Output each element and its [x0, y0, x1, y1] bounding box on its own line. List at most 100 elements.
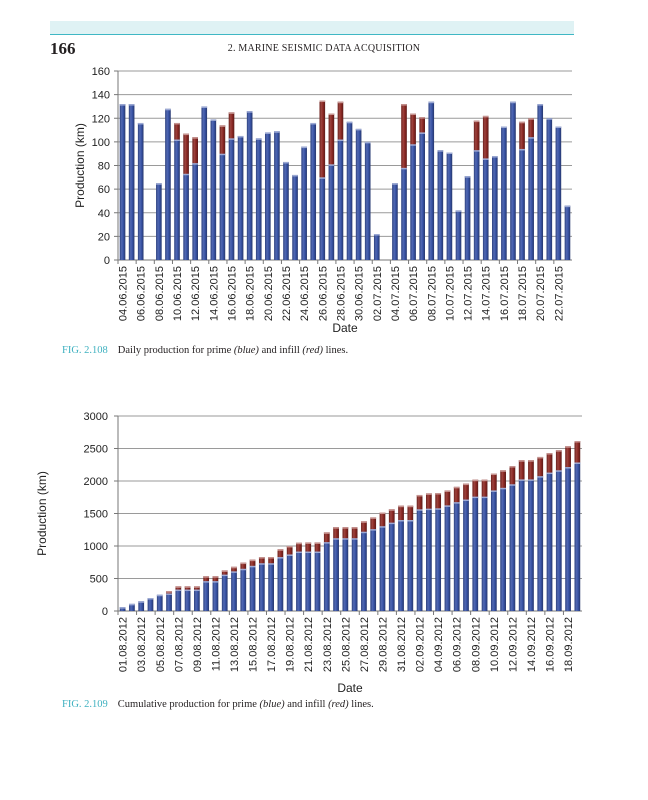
x-axis-title: Date	[332, 321, 358, 335]
y-tick-label: 20	[98, 231, 110, 243]
caption-text: Cumulative production for prime (blue) a…	[118, 699, 374, 710]
bar-infill	[194, 586, 200, 590]
bar-infill	[482, 115, 489, 159]
bar-infill	[426, 493, 432, 509]
bar-prime	[416, 509, 423, 611]
bar-prime	[128, 104, 135, 260]
caption-part: (blue)	[259, 699, 285, 710]
bar-infill	[361, 521, 367, 532]
bar-infill	[435, 493, 442, 509]
bar-prime	[237, 135, 244, 260]
bar-cap	[333, 527, 339, 529]
bar-prime	[446, 152, 453, 260]
bar-cap	[219, 153, 226, 156]
bar-cap	[237, 135, 244, 138]
bar-prime	[410, 144, 416, 260]
bar-cap	[463, 499, 469, 502]
bar-cap	[147, 598, 154, 600]
bar-cap	[453, 502, 460, 504]
bar-prime	[555, 126, 562, 260]
bar-cap	[296, 551, 302, 554]
caption-part: Daily production for prime	[117, 345, 234, 356]
bar-cap	[194, 586, 200, 588]
bar-prime	[210, 119, 217, 261]
bar-prime	[183, 173, 189, 260]
bar-infill	[509, 466, 516, 485]
bar-prime	[147, 598, 154, 611]
bar-cap	[258, 557, 265, 559]
bar-prime	[156, 183, 162, 260]
x-tick-label: 07.08.2012	[173, 617, 185, 672]
bar-cap	[137, 122, 144, 125]
bar-prime	[346, 121, 353, 260]
bar-prime	[283, 161, 289, 260]
bar-infill	[337, 101, 344, 140]
bar-prime	[203, 581, 210, 611]
bar-infill	[555, 450, 562, 471]
bar-cap	[537, 476, 544, 478]
caption-text: Daily production for prime (blue) and in…	[118, 345, 348, 356]
bar-cap	[565, 446, 571, 448]
bar-cap	[546, 472, 553, 475]
bar-prime	[564, 205, 571, 260]
bar-cap	[319, 177, 326, 179]
x-tick-label: 29.08.2012	[377, 617, 389, 672]
bar-infill	[258, 557, 265, 564]
x-tick-label: 10.09.2012	[489, 617, 501, 672]
y-axis-title: Production (km)	[35, 471, 49, 556]
bar-cap	[379, 512, 386, 515]
bar-cap	[156, 594, 163, 597]
bar-cap	[373, 234, 380, 236]
y-tick-label: 80	[98, 161, 110, 173]
bar-cap	[407, 520, 414, 522]
bar-cap	[296, 542, 302, 545]
bar-infill	[328, 113, 335, 165]
bar-infill	[463, 483, 469, 500]
bar-prime	[314, 551, 321, 611]
bar-cap	[337, 101, 344, 104]
bar-cap	[165, 108, 171, 111]
bar-prime	[192, 163, 198, 260]
x-tick-label: 04.06.2015	[118, 266, 130, 321]
bar-prime	[184, 589, 191, 611]
bar-prime	[519, 148, 525, 260]
bar-cap	[194, 589, 200, 592]
bar-prime	[419, 132, 425, 260]
bar-prime	[268, 563, 274, 611]
bar-cap	[277, 549, 284, 551]
caption-part: and infill	[284, 699, 329, 710]
bar-cap	[219, 125, 226, 127]
x-tick-label: 08.07.2015	[426, 266, 438, 321]
bar-cap	[528, 479, 534, 481]
bar-prime	[510, 101, 516, 261]
bar-cap	[314, 542, 321, 544]
running-head: 2. MARINE SEISMIC DATA ACQUISITION	[227, 43, 421, 54]
bar-cap	[555, 126, 562, 129]
bar-infill	[528, 460, 534, 480]
x-tick-label: 11.08.2012	[210, 617, 222, 671]
bar-cap	[333, 538, 339, 540]
bar-prime	[574, 462, 581, 611]
bar-cap	[518, 479, 525, 481]
bar-cap	[555, 470, 562, 472]
bar-cap	[174, 122, 180, 125]
x-tick-label: 06.09.2012	[452, 617, 464, 672]
x-tick-label: 10.07.2015	[444, 266, 456, 321]
bar-prime	[194, 589, 200, 611]
x-tick-label: 09.08.2012	[192, 617, 204, 672]
x-tick-label: 23.08.2012	[322, 617, 334, 672]
bar-infill	[416, 494, 423, 510]
bar-cap	[410, 113, 416, 116]
bar-cap	[231, 566, 237, 569]
y-tick-label: 120	[92, 113, 110, 125]
bar-cap	[428, 101, 435, 104]
cumulative-production-chart: 0 500 1000 1500 2000 2500 3000 01.08.2012 03.08.…	[35, 411, 582, 695]
x-tick-label: 22.06.2015	[281, 266, 293, 321]
x-tick-label: 05.08.2012	[155, 617, 167, 672]
x-tick-label: 24.06.2015	[299, 266, 311, 321]
y-tick-label: 160	[92, 66, 110, 78]
x-tick-label: 27.08.2012	[359, 617, 371, 672]
bar-cap	[192, 163, 198, 165]
x-tick-label: 16.07.2015	[499, 266, 511, 321]
bar-cap	[388, 522, 395, 525]
